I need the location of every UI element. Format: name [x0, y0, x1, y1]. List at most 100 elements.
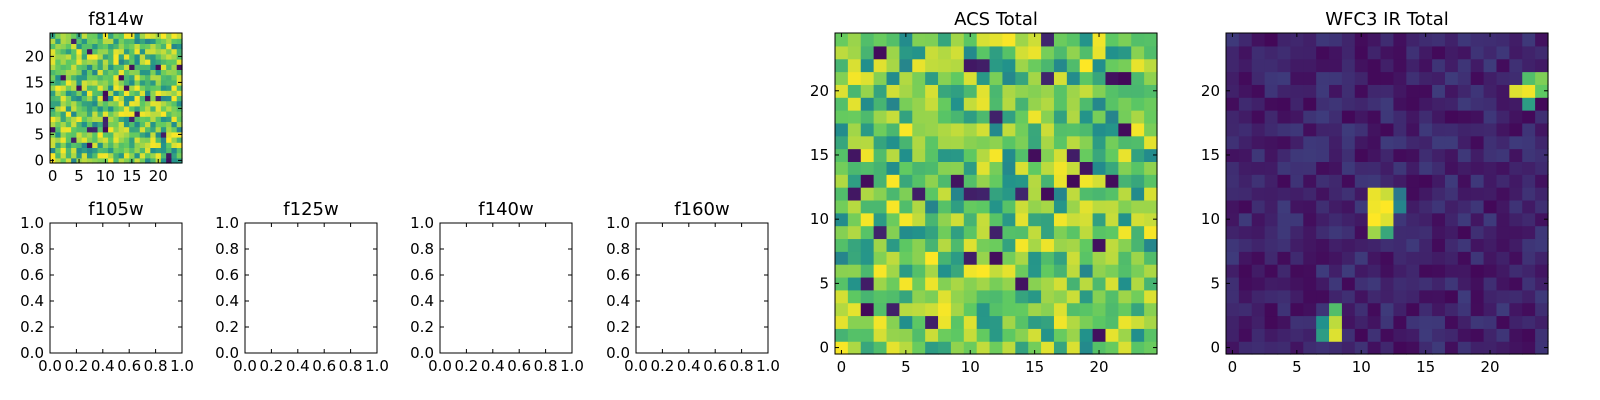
heatmap-cell [1277, 174, 1291, 188]
heatmap-cell [129, 137, 136, 143]
heatmap-cell [1393, 71, 1407, 85]
heatmap-cell [989, 264, 1004, 278]
heatmap-cell [1066, 212, 1081, 227]
heatmap-cell [912, 289, 926, 304]
heatmap-cell [847, 251, 862, 265]
heatmap-cell [129, 152, 136, 159]
heatmap-cell [976, 97, 991, 111]
heatmap-cell [860, 161, 875, 175]
heatmap-cell [1092, 212, 1107, 227]
heatmap-cell [1002, 187, 1016, 201]
heatmap-cell [81, 64, 88, 70]
heatmap-cell [71, 121, 77, 128]
heatmap-cell [1380, 122, 1395, 137]
heatmap-cell [1341, 225, 1356, 240]
heatmap-cell [1066, 264, 1081, 278]
heatmap-cell [899, 161, 913, 175]
heatmap-cell [108, 100, 114, 107]
heatmap-cell [92, 33, 99, 39]
heatmap-cell [1354, 148, 1369, 162]
heatmap-cell [1290, 110, 1304, 124]
heatmap-cell [92, 100, 99, 107]
heatmap-cell [950, 199, 965, 214]
heatmap-cell [1380, 45, 1395, 60]
heatmap-cell [55, 100, 62, 107]
heatmap-cell [102, 85, 109, 91]
heatmap-cell [1496, 341, 1510, 355]
heatmap-cell [150, 43, 157, 50]
heatmap-cell [65, 111, 72, 117]
heatmap-cell [102, 152, 109, 159]
heatmap-cell [71, 85, 77, 91]
chart-title: WFC3 IR Total [1325, 9, 1448, 30]
heatmap-cell [1066, 199, 1081, 214]
heatmap-cell [134, 48, 141, 55]
heatmap-cell [92, 48, 99, 55]
heatmap-cell [1041, 33, 1055, 47]
heatmap-cell [65, 121, 72, 128]
heatmap-cell [97, 116, 104, 122]
heatmap-cell [50, 85, 56, 91]
heatmap-cell [155, 95, 162, 102]
heatmap-cell [873, 45, 888, 60]
heatmap-cell [145, 126, 151, 133]
y-tick-label: 0.4 [20, 292, 44, 310]
heatmap-cell [65, 79, 72, 86]
heatmap-cell [1066, 341, 1081, 355]
heatmap-cell [1303, 225, 1317, 240]
heatmap-cell [1470, 264, 1485, 278]
heatmap-cell [50, 137, 56, 143]
y-tick-label: 10 [25, 99, 44, 117]
heatmap-cell [938, 97, 952, 111]
heatmap-cell [1457, 58, 1472, 73]
heatmap-cell [1406, 251, 1420, 265]
heatmap-cell [60, 121, 67, 128]
heatmap-cell [1522, 148, 1536, 162]
heatmap-cell [50, 121, 56, 128]
chart-title: f125w [283, 199, 338, 220]
heatmap-cell [925, 122, 939, 137]
heatmap-cell [1066, 187, 1081, 201]
heatmap-cell [81, 69, 88, 76]
heatmap-cell [97, 105, 104, 112]
heatmap-cell [938, 199, 952, 214]
heatmap-cell [1251, 302, 1266, 317]
heatmap-cell [1316, 302, 1330, 317]
heatmap-cell [1105, 45, 1119, 60]
heatmap-cell [1079, 58, 1094, 73]
heatmap-cell [1251, 199, 1266, 214]
heatmap-cell [1041, 289, 1055, 304]
heatmap-cell [1041, 302, 1055, 317]
heatmap-cell [166, 142, 173, 148]
heatmap-cell [989, 187, 1004, 201]
heatmap-cell [1393, 251, 1407, 265]
heatmap-cell [963, 328, 978, 342]
heatmap-cell [1393, 225, 1407, 240]
heatmap-cell [1406, 122, 1420, 137]
heatmap-cell [171, 74, 178, 81]
heatmap-cell [155, 100, 162, 107]
heatmap-cell [1092, 315, 1107, 329]
heatmap-cell [113, 131, 120, 138]
heatmap-cell [1226, 328, 1240, 342]
heatmap-cell [1380, 161, 1395, 175]
heatmap-cell [134, 59, 141, 65]
heatmap-cell [899, 71, 913, 85]
heatmap-cell [160, 64, 167, 70]
heatmap-cell [873, 187, 888, 201]
heatmap-cell [171, 137, 178, 143]
heatmap-cell [1496, 122, 1510, 137]
heatmap-cell [1053, 289, 1068, 304]
heatmap-cell [1015, 315, 1029, 329]
heatmap-cell [1002, 251, 1016, 265]
heatmap-cell [1226, 58, 1240, 73]
heatmap-cell [97, 157, 104, 164]
heatmap-cell [873, 122, 888, 137]
heatmap-cell [139, 142, 146, 148]
heatmap-cell [873, 97, 888, 111]
heatmap-cell [86, 147, 93, 154]
heatmap-cell [1316, 289, 1330, 304]
heatmap-cell [1406, 302, 1420, 317]
heatmap-cell [1316, 110, 1330, 124]
heatmap-cell [1419, 110, 1433, 124]
